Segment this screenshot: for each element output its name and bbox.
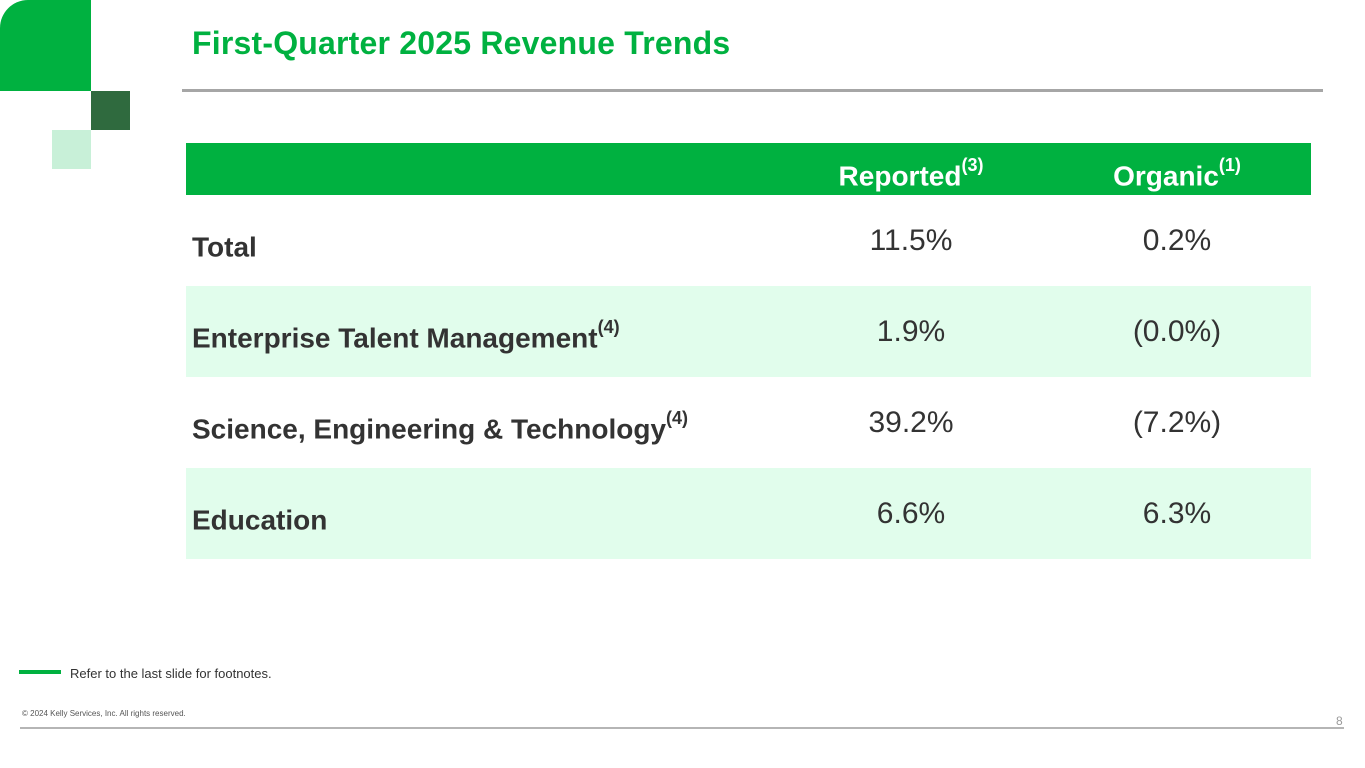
row-label-text: Education bbox=[192, 504, 328, 536]
cell-organic: (0.0%) bbox=[1132, 315, 1222, 348]
header-reported: Reported(3) bbox=[776, 143, 1046, 195]
footnote-accent-bar bbox=[19, 670, 61, 674]
page-number: 8 bbox=[1336, 714, 1343, 728]
footnote-text: Refer to the last slide for footnotes. bbox=[70, 666, 272, 681]
row-label: Total bbox=[192, 195, 257, 286]
revenue-trends-table: Reported(3) Organic(1) Total 11.5% 0.2% … bbox=[186, 143, 1311, 559]
row-label-text: Science, Engineering & Technology bbox=[192, 413, 667, 445]
slide-title: First-Quarter 2025 Revenue Trends bbox=[192, 25, 731, 61]
table-row-total: Total 11.5% 0.2% bbox=[186, 195, 1311, 286]
header-organic-label: Organic bbox=[1113, 160, 1219, 192]
row-label-footnote: (4) bbox=[666, 408, 689, 428]
table-row-education: Education 6.6% 6.3% bbox=[186, 468, 1311, 559]
corner-decoration-light-square bbox=[52, 130, 91, 169]
corner-decoration-large bbox=[0, 0, 91, 91]
title-divider bbox=[182, 89, 1323, 92]
table-row-science-engineering-technology: Science, Engineering & Technology(4) 39.… bbox=[186, 377, 1311, 468]
table-row-enterprise-talent-management: Enterprise Talent Management(4) 1.9% (0.… bbox=[186, 286, 1311, 377]
cell-organic: (7.2%) bbox=[1132, 406, 1222, 439]
footer-divider bbox=[20, 727, 1344, 729]
cell-reported: 6.6% bbox=[876, 497, 946, 530]
cell-reported: 11.5% bbox=[869, 224, 953, 257]
cell-organic: 6.3% bbox=[1142, 497, 1212, 530]
row-label: Enterprise Talent Management(4) bbox=[192, 286, 620, 377]
row-label-text: Total bbox=[192, 231, 257, 263]
row-label: Science, Engineering & Technology(4) bbox=[192, 377, 688, 468]
header-reported-label: Reported bbox=[838, 160, 962, 192]
row-label-footnote: (4) bbox=[597, 317, 620, 337]
table-header-row: Reported(3) Organic(1) bbox=[186, 143, 1311, 195]
header-organic-footnote: (1) bbox=[1218, 155, 1241, 175]
corner-decoration-dark-square bbox=[91, 91, 130, 130]
cell-organic: 0.2% bbox=[1142, 224, 1212, 257]
header-organic: Organic(1) bbox=[1046, 143, 1308, 195]
header-reported-footnote: (3) bbox=[961, 155, 984, 175]
row-label-text: Enterprise Talent Management bbox=[192, 322, 598, 354]
cell-reported: 39.2% bbox=[868, 406, 954, 439]
row-label: Education bbox=[192, 468, 327, 559]
cell-reported: 1.9% bbox=[876, 315, 946, 348]
copyright-text: © 2024 Kelly Services, Inc. All rights r… bbox=[22, 709, 186, 718]
